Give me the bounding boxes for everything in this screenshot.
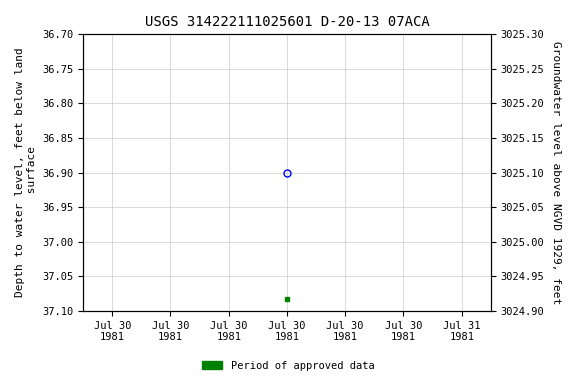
Y-axis label: Groundwater level above NGVD 1929, feet: Groundwater level above NGVD 1929, feet [551, 41, 561, 304]
Legend: Period of approved data: Period of approved data [198, 357, 378, 375]
Y-axis label: Depth to water level, feet below land
 surface: Depth to water level, feet below land su… [15, 48, 37, 298]
Title: USGS 314222111025601 D-20-13 07ACA: USGS 314222111025601 D-20-13 07ACA [145, 15, 429, 29]
